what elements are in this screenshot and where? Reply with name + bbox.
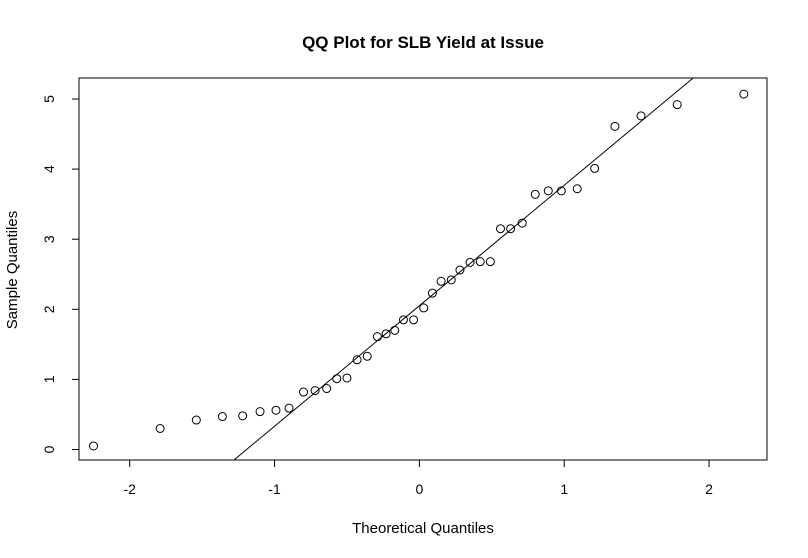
x-axis-label: Theoretical Quantiles (352, 520, 494, 537)
y-tick-label: 0 (41, 445, 57, 453)
data-point (284, 403, 294, 413)
y-axis: 0 1 2 3 4 5 (41, 95, 80, 453)
x-tick-label: 1 (560, 481, 568, 497)
x-tick-label: 2 (705, 481, 713, 497)
points-layer (88, 89, 749, 451)
data-point (446, 275, 456, 285)
y-axis-label: Sample Quantiles (4, 211, 21, 329)
x-tick-label: -1 (268, 481, 281, 497)
data-point (310, 386, 320, 396)
data-point (332, 374, 342, 384)
data-point (543, 186, 553, 196)
data-point (572, 184, 582, 194)
data-point (530, 189, 540, 199)
data-point (610, 121, 620, 131)
data-point (191, 415, 201, 425)
data-point (398, 315, 408, 325)
x-tick-label: 0 (415, 481, 423, 497)
data-point (517, 218, 527, 228)
data-point (419, 303, 429, 313)
data-point (427, 288, 437, 298)
chart-title: QQ Plot for SLB Yield at Issue (302, 33, 544, 52)
x-axis: -2 -1 0 1 2 (123, 459, 713, 497)
data-point (495, 224, 505, 234)
data-point (255, 407, 265, 417)
data-point (390, 325, 400, 335)
data-point (342, 373, 352, 383)
y-tick-label: 3 (41, 235, 57, 243)
data-point (299, 387, 309, 397)
data-point (238, 411, 248, 421)
data-point (465, 257, 475, 267)
data-point (672, 100, 682, 110)
data-point (217, 412, 227, 422)
y-tick-label: 1 (41, 375, 57, 383)
data-point (322, 384, 332, 394)
data-point (485, 257, 495, 267)
data-point (475, 257, 485, 267)
y-tick-label: 4 (41, 165, 57, 173)
data-point (381, 329, 391, 339)
y-tick-label: 2 (41, 305, 57, 313)
data-point (455, 265, 465, 275)
data-point (352, 355, 362, 365)
data-point (739, 89, 749, 99)
data-point (636, 111, 646, 121)
y-tick-label: 5 (41, 95, 57, 103)
data-point (155, 423, 165, 433)
data-point (436, 276, 446, 286)
data-point (88, 441, 98, 451)
data-point (590, 163, 600, 173)
data-point (556, 186, 566, 196)
data-point (271, 405, 281, 415)
x-tick-label: -2 (123, 481, 136, 497)
data-point (506, 224, 516, 234)
data-point (372, 332, 382, 342)
plot-frame (78, 77, 768, 461)
data-point (409, 315, 419, 325)
data-point (362, 351, 372, 361)
